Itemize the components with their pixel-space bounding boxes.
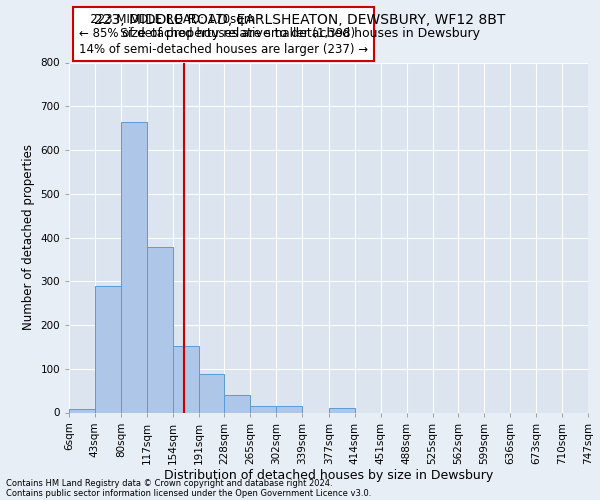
Bar	[250, 406, 277, 412]
Bar	[173, 346, 199, 412]
Y-axis label: Number of detached properties: Number of detached properties	[22, 144, 35, 330]
Text: Size of property relative to detached houses in Dewsbury: Size of property relative to detached ho…	[120, 28, 480, 40]
Text: 223 MIDDLE ROAD: 170sqm
← 85% of detached houses are smaller (1,398)
14% of semi: 223 MIDDLE ROAD: 170sqm ← 85% of detache…	[79, 12, 368, 56]
Text: Contains public sector information licensed under the Open Government Licence v3: Contains public sector information licen…	[6, 488, 371, 498]
Bar	[69, 409, 95, 412]
Text: 223, MIDDLE ROAD, EARLSHEATON, DEWSBURY, WF12 8BT: 223, MIDDLE ROAD, EARLSHEATON, DEWSBURY,…	[94, 12, 506, 26]
Bar	[329, 408, 355, 412]
Bar	[224, 396, 250, 412]
X-axis label: Distribution of detached houses by size in Dewsbury: Distribution of detached houses by size …	[164, 469, 493, 482]
Bar	[95, 286, 121, 412]
Text: Contains HM Land Registry data © Crown copyright and database right 2024.: Contains HM Land Registry data © Crown c…	[6, 478, 332, 488]
Bar	[277, 406, 302, 412]
Bar	[199, 374, 224, 412]
Bar	[147, 247, 173, 412]
Bar	[121, 122, 147, 412]
